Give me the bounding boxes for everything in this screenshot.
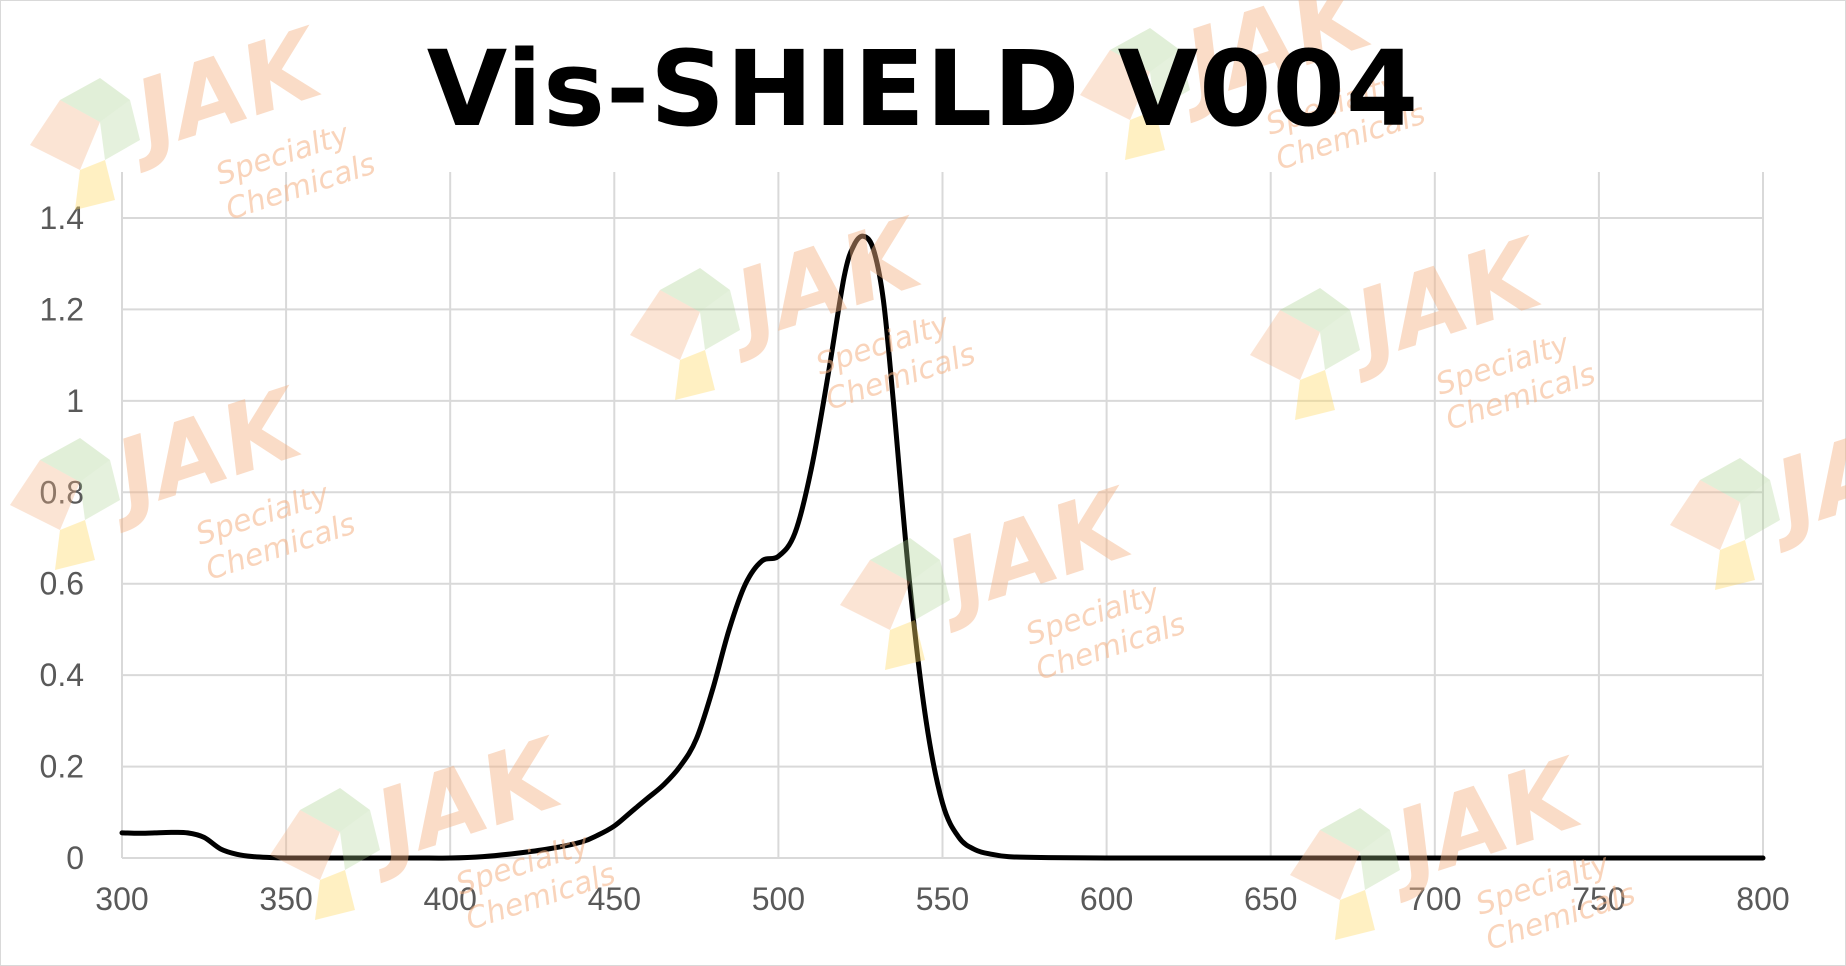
- x-tick-label: 700: [1408, 881, 1461, 917]
- y-tick-label: 0.8: [40, 474, 84, 510]
- x-tick-label: 450: [588, 881, 641, 917]
- y-tick-label: 0.2: [40, 749, 84, 785]
- x-tick-label: 500: [752, 881, 805, 917]
- x-tick-label: 400: [424, 881, 477, 917]
- y-tick-label: 0: [66, 840, 84, 876]
- x-tick-label: 600: [1080, 881, 1133, 917]
- x-axis-tick-labels: 300 350 400 450 500 550 600 650 700 750 800: [95, 881, 1789, 917]
- x-tick-label: 650: [1244, 881, 1297, 917]
- x-tick-label: 550: [916, 881, 969, 917]
- x-tick-label: 350: [259, 881, 312, 917]
- y-tick-label: 1.4: [40, 200, 84, 236]
- y-tick-label: 0.6: [40, 566, 84, 602]
- x-tick-label: 750: [1572, 881, 1625, 917]
- y-tick-label: 1: [66, 383, 84, 419]
- grid: [121, 172, 1764, 859]
- y-tick-label: 1.2: [40, 291, 84, 327]
- y-tick-label: 0.4: [40, 657, 84, 693]
- chart-title: Vis-SHIELD V004: [426, 28, 1420, 150]
- x-tick-label: 800: [1736, 881, 1789, 917]
- y-axis-tick-labels: 0 0.2 0.4 0.6 0.8 1 1.2 1.4: [40, 200, 84, 876]
- watermark-layer: JAKSpecialtyChemicalsJAKSpecialtyChemica…: [10, 0, 1846, 958]
- series-line: [119, 233, 1766, 861]
- x-tick-label: 300: [95, 881, 148, 917]
- series-layer: [119, 233, 1766, 861]
